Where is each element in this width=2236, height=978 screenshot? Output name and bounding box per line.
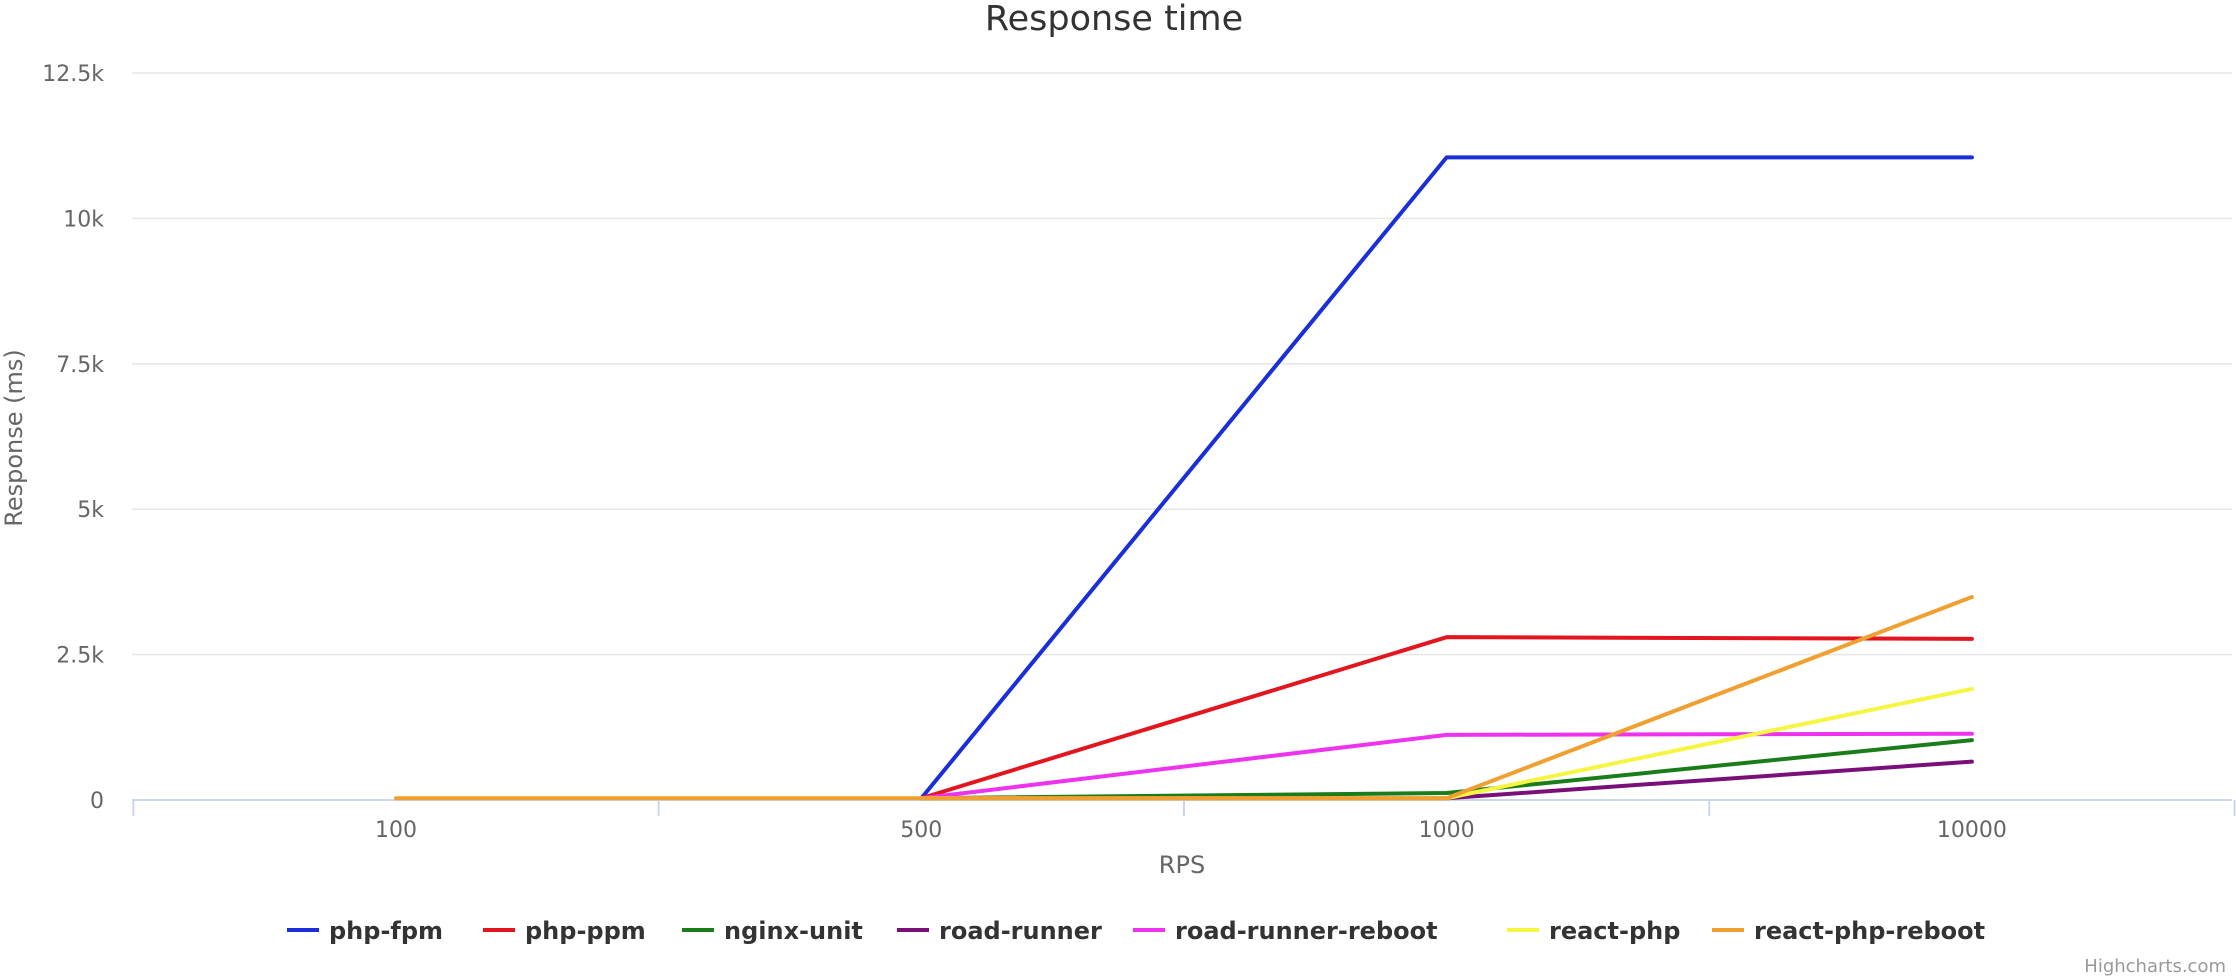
series-line-php-fpm[interactable] (919, 155, 1974, 801)
legend-label: road-runner-reboot (1175, 917, 1438, 945)
legend-item-react-php-reboot[interactable]: react-php-reboot (1712, 917, 1985, 945)
legend: php-fpm php-ppm nginx-unit road-runner road-… (287, 917, 1985, 945)
x-axis: 100 500 1000 10000 (132, 799, 2236, 843)
legend-item-road-runner-reboot[interactable]: road-runner-reboot (1133, 917, 1438, 945)
y-axis-title: Response (ms) (0, 349, 28, 527)
legend-item-php-fpm[interactable]: php-fpm (287, 917, 443, 945)
legend-item-nginx-unit[interactable]: nginx-unit (682, 917, 863, 945)
y-tick-label: 0 (90, 789, 104, 814)
x-tick-label: 100 (375, 818, 417, 843)
y-tick-label: 7.5k (56, 353, 104, 378)
x-tick-label: 10000 (1937, 818, 2007, 843)
y-tick-label: 2.5k (56, 644, 104, 669)
legend-item-road-runner[interactable]: road-runner (897, 917, 1102, 945)
legend-label: nginx-unit (724, 917, 863, 945)
y-tick-label: 10k (63, 207, 104, 232)
series-line-react-php[interactable] (919, 686, 1974, 801)
legend-label: react-php (1549, 917, 1680, 945)
legend-item-php-ppm[interactable]: php-ppm (483, 917, 646, 945)
legend-label: road-runner (939, 917, 1102, 945)
x-tick-label: 500 (900, 818, 942, 843)
y-tick-label: 5k (77, 498, 104, 523)
grid-lines (132, 72, 2232, 656)
series-line-react-php-reboot[interactable] (394, 595, 1974, 801)
x-axis-title: RPS (1159, 851, 1205, 879)
series-line-php-ppm[interactable] (919, 635, 1974, 801)
y-axis: 0 2.5k 5k 7.5k 10k 12.5k (42, 62, 104, 814)
legend-label: react-php-reboot (1754, 917, 1985, 945)
chart-title: Response time (985, 0, 1243, 39)
legend-item-react-php[interactable]: react-php (1507, 917, 1680, 945)
x-tick-label: 1000 (1419, 818, 1475, 843)
series-line-road-runner-reboot[interactable] (919, 731, 1974, 801)
legend-label: php-fpm (329, 917, 443, 945)
y-tick-label: 12.5k (42, 62, 104, 87)
series-group (394, 155, 1974, 801)
legend-label: php-ppm (525, 917, 646, 945)
credits-text[interactable]: Highcharts.com (2084, 956, 2226, 977)
